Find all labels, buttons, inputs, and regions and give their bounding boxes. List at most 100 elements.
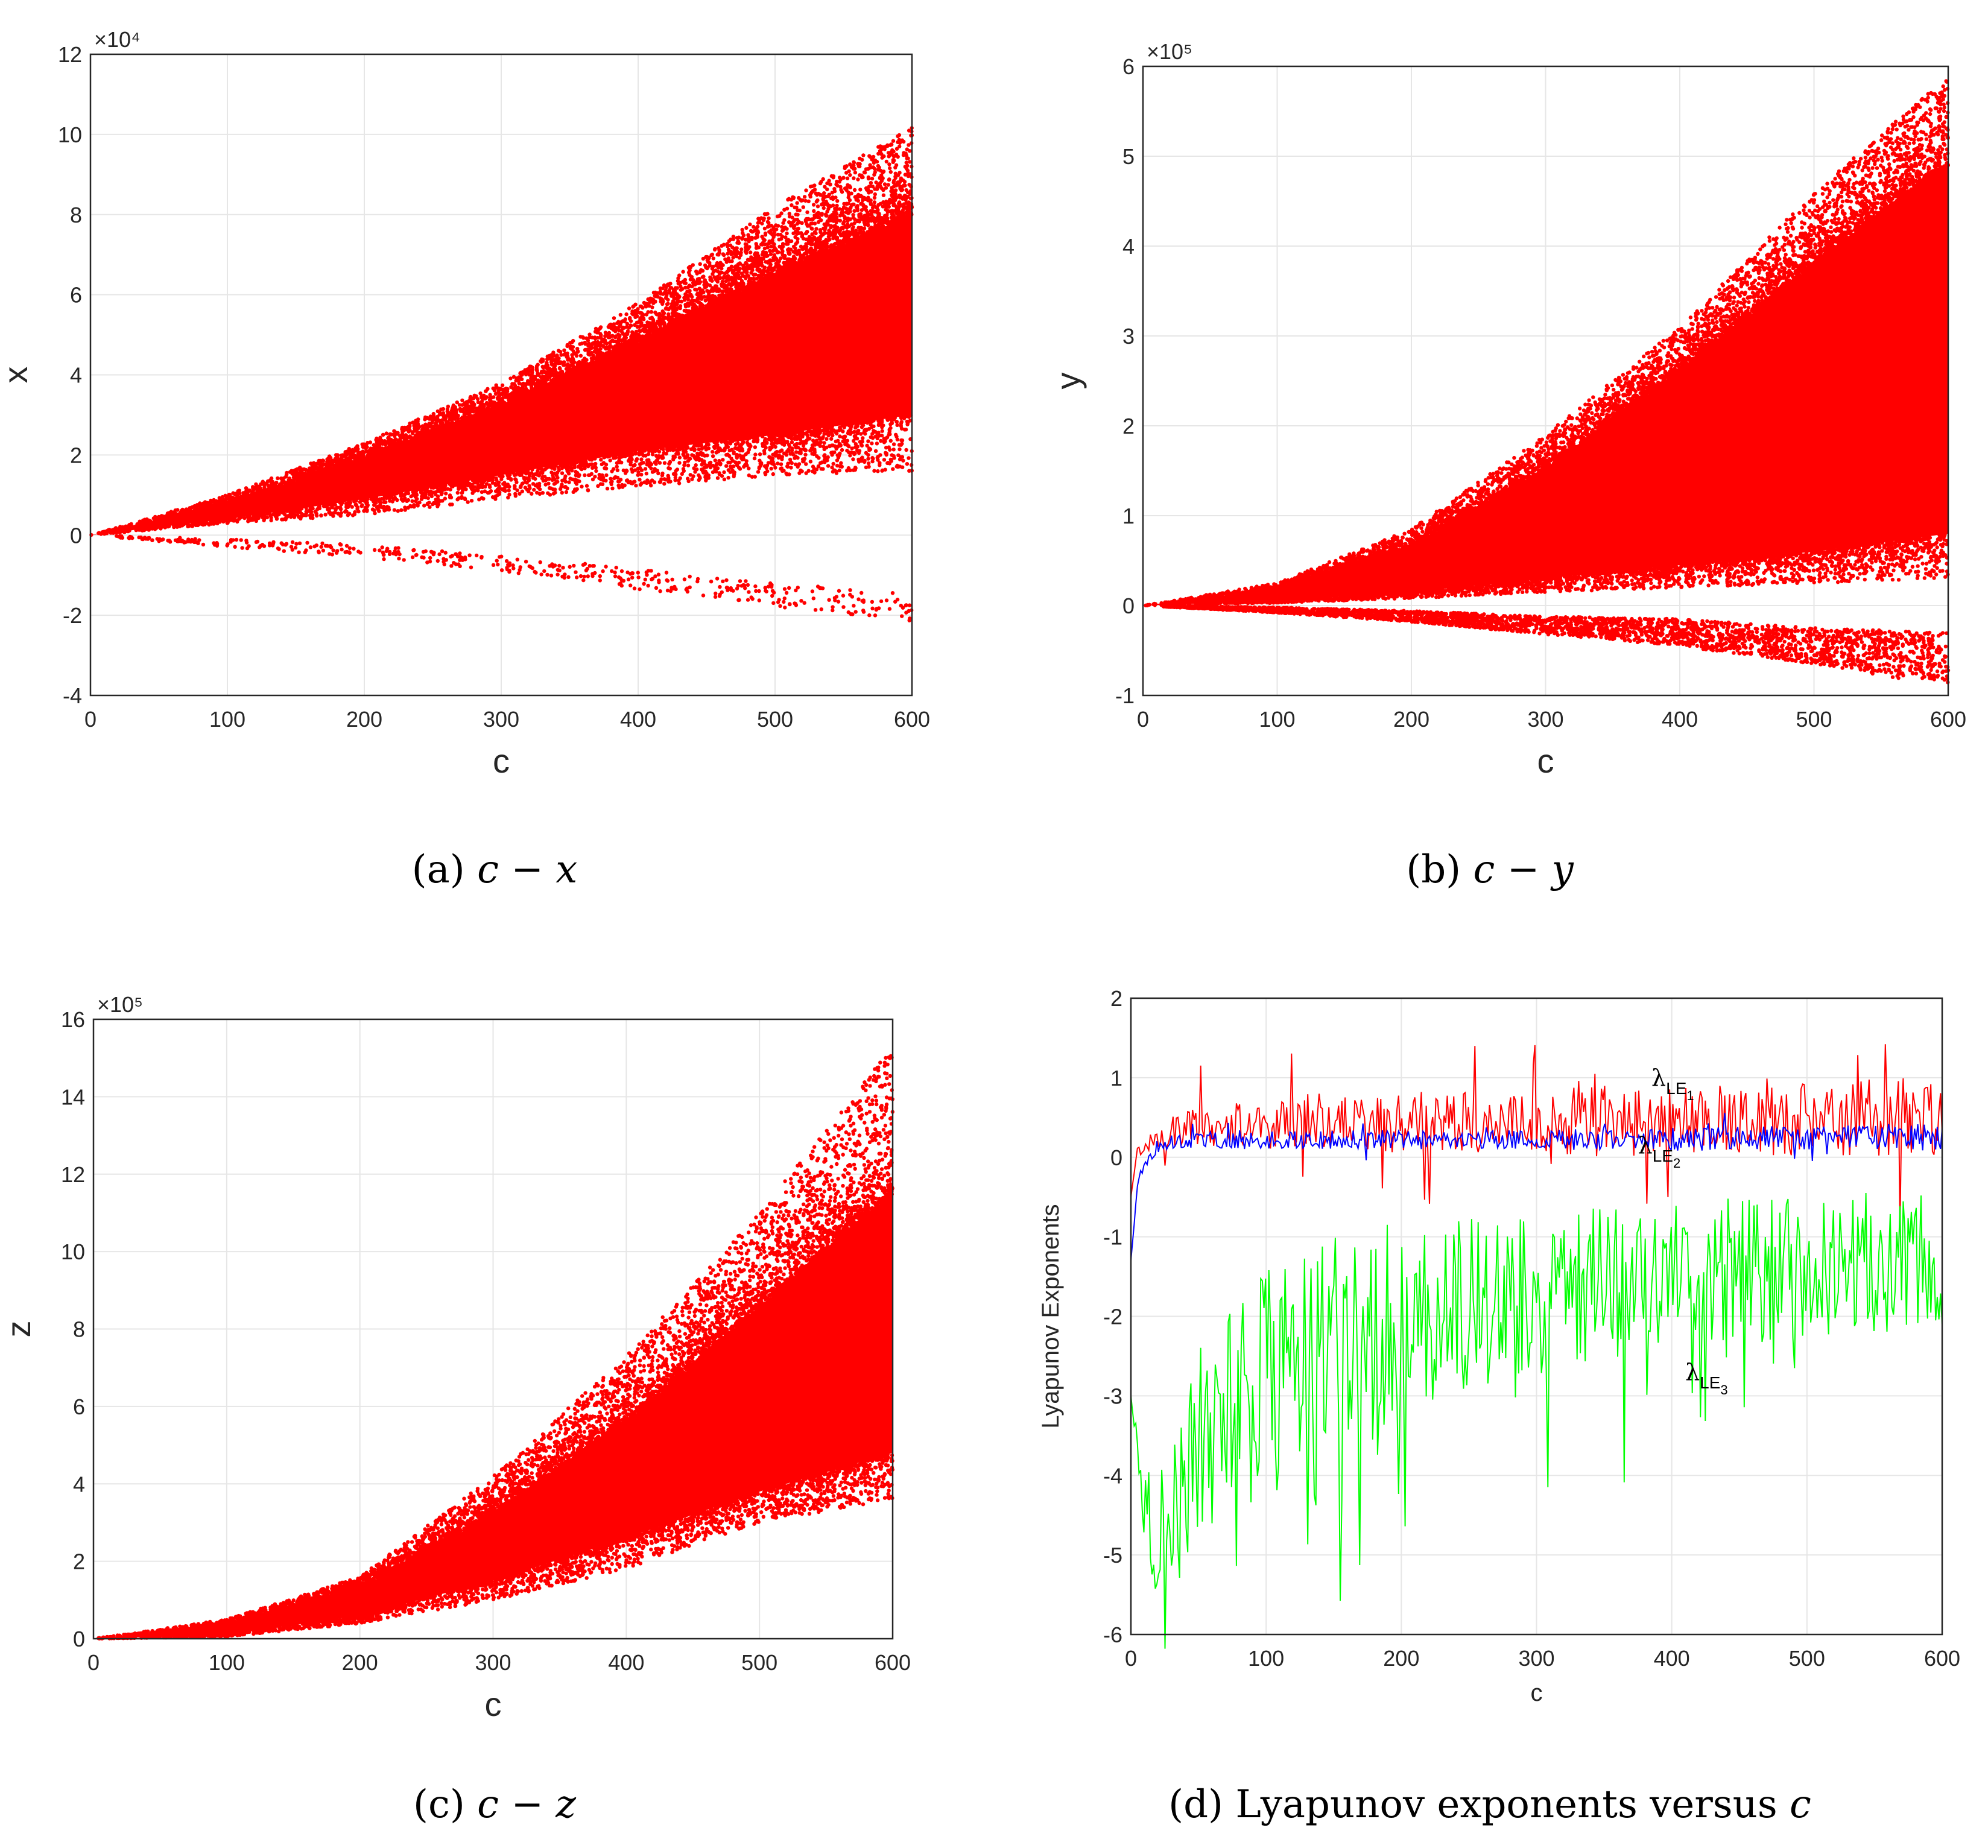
a-scatter-point — [388, 432, 392, 436]
a-scatter-point — [176, 508, 180, 512]
a-scatter-point — [586, 338, 590, 343]
a-scatter-point — [880, 429, 884, 433]
a-scatter-point — [802, 195, 807, 199]
a-scatter-point — [518, 485, 523, 490]
a-scatter-point — [549, 470, 554, 475]
a-scatter-point — [825, 437, 829, 441]
a-scatter-point — [578, 335, 583, 339]
a-scatter-point — [621, 468, 626, 473]
a-scatter-point — [580, 484, 584, 489]
a-scatter-point — [665, 448, 670, 453]
a-scatter-point — [285, 470, 289, 475]
a-scatter-point — [603, 466, 607, 470]
a-scatter-point — [750, 475, 755, 479]
a-scatter-point — [686, 446, 690, 450]
a-scatter-point — [237, 491, 242, 496]
a-scatter-point — [865, 443, 869, 448]
a-scatter-point — [698, 262, 702, 266]
a-scatter-point — [601, 461, 606, 465]
a-scatter-point — [796, 237, 800, 241]
a-scatter-point — [888, 169, 893, 174]
a-scatter-point — [378, 501, 383, 505]
a-scatter-point — [624, 312, 628, 317]
a-scatter-point — [676, 452, 680, 456]
a-scatter-point — [574, 353, 579, 358]
a-scatter-point — [747, 448, 752, 452]
a-scatter-point — [713, 458, 718, 463]
a-scatter-point — [904, 160, 909, 165]
a-scatter-point — [537, 492, 542, 496]
a-scatter-point — [406, 498, 411, 502]
a-scatter-point — [511, 375, 516, 379]
a-scatter-point — [378, 435, 382, 440]
a-scatter-point — [837, 180, 842, 184]
a-scatter-point — [845, 176, 850, 180]
a-scatter-point — [827, 179, 831, 183]
a-scatter-point — [821, 206, 826, 210]
a-scatter-point — [739, 442, 744, 446]
a-scatter-point — [375, 436, 379, 441]
a-scatter-point — [677, 461, 682, 465]
a-scatter-point — [720, 473, 724, 478]
a-scatter-point — [636, 470, 641, 474]
a-ytick-label: 8 — [70, 203, 82, 227]
a-scatter-point — [631, 312, 635, 317]
a-scatter-point — [599, 458, 603, 462]
a-scatter-point — [666, 466, 671, 470]
a-scatter-point — [403, 508, 407, 512]
a-scatter-point — [460, 398, 464, 402]
a-scatter-point — [837, 468, 842, 473]
a-scatter-point — [578, 342, 582, 346]
a-scatter-point — [508, 376, 513, 381]
a-scatter-point — [790, 440, 794, 445]
a-scatter-point — [480, 490, 484, 495]
a-scatter-point — [866, 176, 871, 181]
a-scatter-point — [736, 239, 741, 244]
a-scatter-point — [756, 217, 761, 221]
a-xtick-label: 200 — [346, 707, 382, 732]
a-scatter-point — [441, 407, 446, 411]
a-scatter-point — [662, 320, 666, 324]
a-scatter-point — [705, 266, 709, 271]
a-scatter-point — [860, 455, 864, 460]
a-scatter-point — [678, 476, 682, 480]
a-scatter-point — [884, 159, 889, 164]
a-scatter-point — [581, 360, 585, 364]
a-scatter-point — [855, 445, 860, 449]
a-scatter-point — [897, 144, 902, 148]
a-scatter-point — [884, 451, 888, 455]
a-scatter-point — [662, 451, 666, 455]
a-scatter-point — [793, 456, 797, 460]
a-scatter-point — [715, 261, 720, 265]
a-scatter-point — [656, 294, 660, 299]
a-scatter-point — [774, 227, 779, 232]
a-scatter-point — [771, 472, 776, 476]
a-scatter-point — [835, 203, 839, 208]
a-scatter-point — [697, 447, 701, 452]
a-scatter-point — [408, 434, 412, 438]
a-scatter-point — [280, 517, 284, 522]
a-scatter-point — [908, 160, 912, 164]
a-scatter-point — [720, 270, 724, 275]
a-scatter-point — [853, 166, 857, 171]
a-scatter-point — [815, 198, 820, 203]
a-scatter-point — [868, 163, 872, 167]
a-scatter-point — [299, 514, 304, 518]
a-scatter-point — [879, 438, 883, 443]
a-scatter-point — [652, 480, 657, 484]
a-scatter-point — [512, 473, 517, 478]
a-scatter-point — [559, 353, 563, 357]
a-ytick-label: 12 — [58, 42, 82, 67]
a-scatter-point — [627, 306, 632, 311]
a-scatter-point — [822, 441, 826, 445]
a-scatter-point — [904, 448, 908, 452]
a-scatter-point — [741, 264, 746, 268]
a-scatter-point — [440, 499, 445, 503]
a-scatter-point — [492, 395, 496, 399]
a-scatter-point — [610, 479, 614, 484]
a-scatter-point — [507, 492, 511, 497]
a-scatter-point — [745, 274, 749, 278]
a-ytick-label: 10 — [58, 122, 82, 147]
a-scatter-point — [863, 458, 867, 463]
a-scatter-point — [784, 453, 789, 457]
